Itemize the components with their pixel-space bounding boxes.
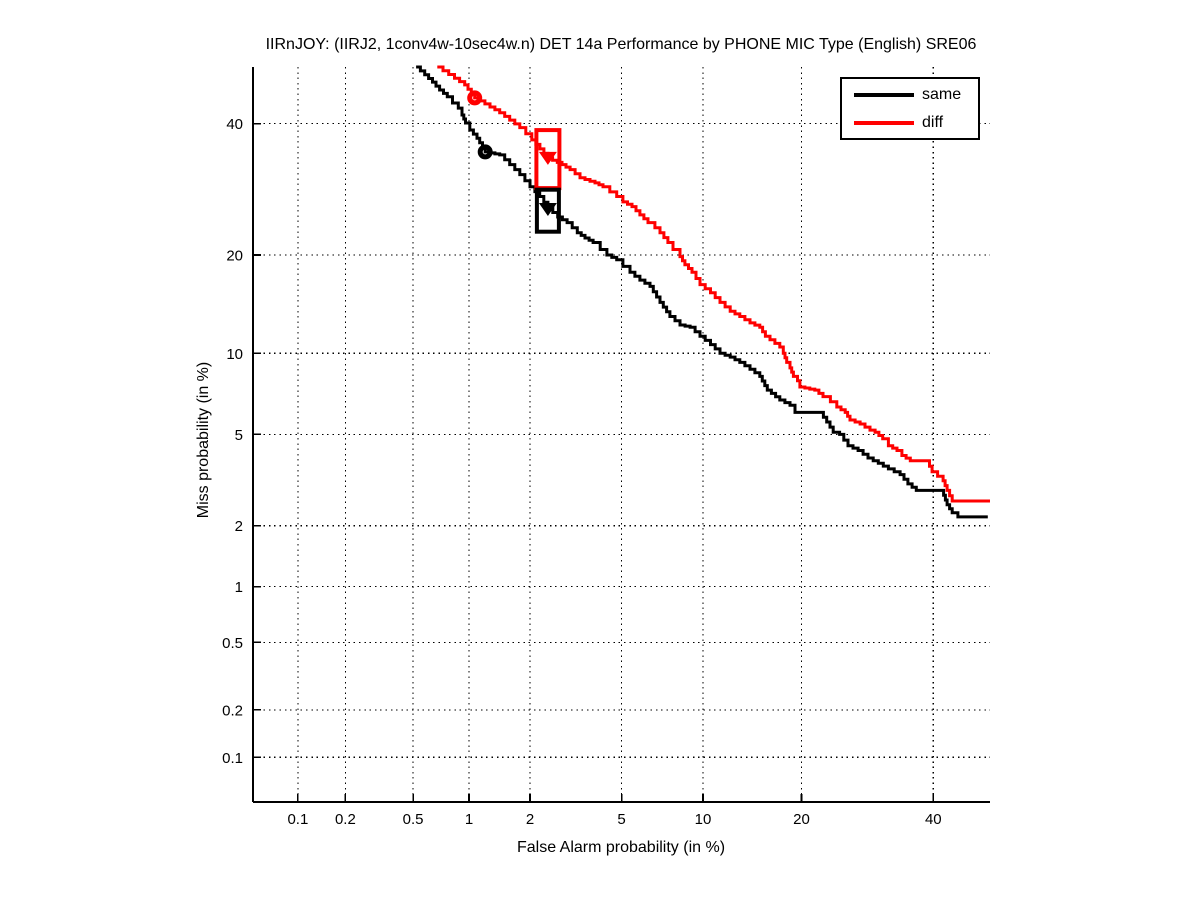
tick-labels: 0.1 0.2 0.5 1 2 5 10 20 40 0.1 0.2 0.5 1 2 5 10 20 40 [222, 116, 942, 828]
x-tick-label: 5 [617, 811, 625, 828]
x-tick-label: 10 [695, 811, 712, 828]
circle-marker-same [477, 144, 493, 160]
gridlines [253, 67, 990, 802]
chart-title: IIRnJOY: (IIRJ2, 1conv4w-10sec4w.n) DET … [265, 36, 977, 53]
x-tick-label: 40 [925, 811, 942, 828]
legend-label-diff: diff [922, 113, 944, 131]
x-tick-label: 2 [526, 811, 534, 828]
legend-line-sample-same [854, 92, 914, 97]
legend-item-same: same [854, 85, 978, 103]
x-tick-label: 20 [793, 811, 810, 828]
y-tick-label: 0.5 [222, 635, 243, 652]
legend-label-same: same [922, 85, 962, 103]
circle-marker-diff [467, 90, 483, 106]
x-tick-label: 0.5 [403, 811, 424, 828]
box-marker-same [534, 187, 561, 234]
legend: same diff [840, 77, 980, 140]
axes [252, 67, 990, 803]
y-tick-label: 5 [235, 427, 243, 444]
y-tick-label: 0.1 [222, 750, 243, 767]
triangle-marker-diff [538, 151, 557, 165]
y-tick-label: 20 [226, 248, 243, 265]
x-tick-label: 0.1 [287, 811, 308, 828]
y-tick-label: 10 [226, 346, 243, 363]
y-tick-label: 2 [235, 518, 243, 535]
x-tick-label: 0.2 [335, 811, 356, 828]
legend-item-diff: diff [854, 113, 978, 131]
y-tick-label: 40 [226, 116, 243, 133]
x-tick-label: 1 [465, 811, 473, 828]
y-tick-label: 1 [235, 579, 243, 596]
x-axis-label: False Alarm probability (in %) [516, 839, 726, 856]
y-axis-label: Miss probability (in %) [195, 361, 212, 519]
legend-line-sample-diff [854, 120, 914, 125]
triangle-marker-same [538, 203, 557, 216]
y-tick-label: 0.2 [222, 702, 243, 719]
